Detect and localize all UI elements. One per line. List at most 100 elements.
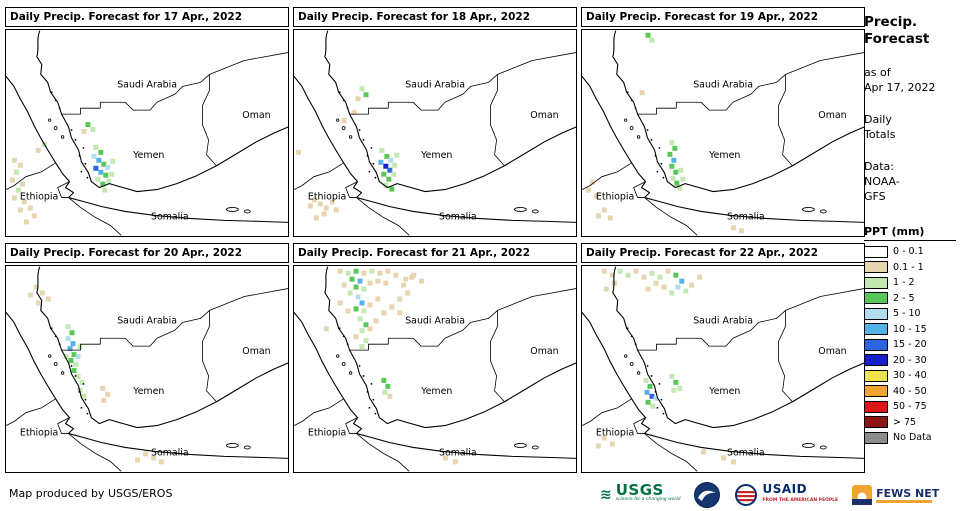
data-source-line3: GFS xyxy=(864,190,886,203)
map-frame: Saudi Arabia Oman Yemen Ethiopia Somalia xyxy=(293,265,577,473)
legend-label: 0.1 - 1 xyxy=(893,261,924,273)
map-label-oman: Oman xyxy=(530,110,558,121)
map-frame: Saudi Arabia Oman Yemen Ethiopia Somalia xyxy=(5,265,289,473)
legend-row: 40 - 50 xyxy=(864,384,964,400)
totals-block: Daily Totals xyxy=(864,112,964,142)
logo-strip: ≋ USGS science for a changing world xyxy=(600,481,939,509)
panel-title: Daily Precip. Forecast for 21 Apr., 2022 xyxy=(293,243,577,263)
legend-label: 50 - 75 xyxy=(893,401,927,413)
legend-label: 40 - 50 xyxy=(893,385,927,397)
map-label-saudi-arabia: Saudi Arabia xyxy=(693,79,753,90)
legend-row: > 75 xyxy=(864,415,964,431)
map-canvas: Saudi Arabia Oman Yemen Ethiopia Somalia xyxy=(294,30,576,236)
legend-row: 5 - 10 xyxy=(864,306,964,322)
legend-swatch xyxy=(864,276,888,289)
forecast-panel-2: Daily Precip. Forecast for 18 Apr., 2022… xyxy=(293,7,577,237)
forecast-panel-5: Daily Precip. Forecast for 21 Apr., 2022… xyxy=(293,243,577,473)
legend-row: 10 - 15 xyxy=(864,322,964,338)
legend-row: 30 - 40 xyxy=(864,368,964,384)
panel-title: Daily Precip. Forecast for 22 Apr., 2022 xyxy=(581,243,865,263)
map-canvas: Saudi Arabia Oman Yemen Ethiopia Somalia xyxy=(582,266,864,472)
legend-title: PPT (mm) xyxy=(864,225,956,241)
usgs-logo-text: USGS xyxy=(615,481,664,499)
sidebar: Precip. Forecast as of Apr 17, 2022 Dail… xyxy=(864,14,964,446)
map-label-yemen: Yemen xyxy=(132,386,164,397)
legend-label: 10 - 15 xyxy=(893,323,927,335)
legend-row: 20 - 30 xyxy=(864,353,964,369)
fewsnet-accent-bar xyxy=(876,499,933,503)
fewsnet-logo-text: FEWS NET xyxy=(876,486,940,500)
legend-row: 50 - 75 xyxy=(864,399,964,415)
legend-label: > 75 xyxy=(893,416,917,428)
map-label-ethiopia: Ethiopia xyxy=(596,192,634,203)
forecast-panel-4: Daily Precip. Forecast for 20 Apr., 2022… xyxy=(5,243,289,473)
map-label-yemen: Yemen xyxy=(708,386,740,397)
data-source-label: Data: xyxy=(864,160,894,173)
forecast-panel-6: Daily Precip. Forecast for 22 Apr., 2022… xyxy=(581,243,865,473)
legend-entries: 0 - 0.1 0.1 - 1 1 - 2 2 - 5 5 - 10 10 - 15 15 … xyxy=(864,244,964,446)
sidebar-title: Precip. Forecast xyxy=(864,14,964,48)
map-frame: Saudi Arabia Oman Yemen Ethiopia Somalia xyxy=(581,29,865,237)
panel-title: Daily Precip. Forecast for 20 Apr., 2022 xyxy=(5,243,289,263)
panel-title: Daily Precip. Forecast for 18 Apr., 2022 xyxy=(293,7,577,27)
legend-swatch xyxy=(864,354,888,367)
legend-label: 20 - 30 xyxy=(893,354,927,366)
map-credit: Map produced by USGS/EROS xyxy=(9,487,173,500)
usaid-logo: USAID FROM THE AMERICAN PEOPLE xyxy=(734,483,838,507)
legend-label: No Data xyxy=(893,432,932,444)
noaa-logo xyxy=(694,482,721,508)
data-source-line2: NOAA- xyxy=(864,175,900,188)
map-label-somalia: Somalia xyxy=(151,447,189,458)
maps-grid: Daily Precip. Forecast for 17 Apr., 2022… xyxy=(5,7,865,473)
map-frame: Saudi Arabia Oman Yemen Ethiopia Somalia xyxy=(581,265,865,473)
panel-title: Daily Precip. Forecast for 17 Apr., 2022 xyxy=(5,7,289,27)
legend-row: 15 - 20 xyxy=(864,337,964,353)
legend-label: 15 - 20 xyxy=(893,339,927,351)
as-of-label: as of xyxy=(864,66,891,79)
legend-swatch xyxy=(864,307,888,320)
sidebar-title-line1: Precip. xyxy=(864,14,918,30)
map-label-yemen: Yemen xyxy=(420,386,452,397)
legend-row: 0.1 - 1 xyxy=(864,260,964,276)
map-frame: Saudi Arabia Oman Yemen Ethiopia Somalia xyxy=(5,29,289,237)
map-label-somalia: Somalia xyxy=(727,447,765,458)
legend-row: 0 - 0.1 xyxy=(864,244,964,260)
map-label-somalia: Somalia xyxy=(439,211,477,222)
map-label-ethiopia: Ethiopia xyxy=(20,428,58,439)
legend-row: 2 - 5 xyxy=(864,291,964,307)
map-label-somalia: Somalia xyxy=(439,447,477,458)
map-label-ethiopia: Ethiopia xyxy=(596,428,634,439)
map-label-somalia: Somalia xyxy=(727,211,765,222)
map-label-yemen: Yemen xyxy=(708,150,740,161)
legend-row: 1 - 2 xyxy=(864,275,964,291)
as-of-block: as of Apr 17, 2022 xyxy=(864,65,964,95)
legend-label: 1 - 2 xyxy=(893,277,915,289)
legend-swatch xyxy=(864,385,888,398)
forecast-panel-3: Daily Precip. Forecast for 19 Apr., 2022… xyxy=(581,7,865,237)
map-label-yemen: Yemen xyxy=(132,150,164,161)
legend-swatch xyxy=(864,292,888,305)
map-label-saudi-arabia: Saudi Arabia xyxy=(117,315,177,326)
map-label-saudi-arabia: Saudi Arabia xyxy=(405,79,465,90)
forecast-panel-1: Daily Precip. Forecast for 17 Apr., 2022… xyxy=(5,7,289,237)
legend-swatch xyxy=(864,416,888,429)
noaa-seal-icon xyxy=(694,482,721,508)
legend-swatch xyxy=(864,431,888,444)
legend-label: 2 - 5 xyxy=(893,292,915,304)
legend-row: No Data xyxy=(864,430,964,446)
map-label-oman: Oman xyxy=(818,346,846,357)
map-label-saudi-arabia: Saudi Arabia xyxy=(405,315,465,326)
map-canvas: Saudi Arabia Oman Yemen Ethiopia Somalia xyxy=(294,266,576,472)
map-label-somalia: Somalia xyxy=(151,211,189,222)
data-source-block: Data: NOAA- GFS xyxy=(864,159,964,204)
totals-line2: Totals xyxy=(864,128,896,141)
map-label-ethiopia: Ethiopia xyxy=(308,192,346,203)
usaid-tagline: FROM THE AMERICAN PEOPLE xyxy=(762,498,839,503)
panel-title: Daily Precip. Forecast for 19 Apr., 2022 xyxy=(581,7,865,27)
legend-swatch xyxy=(864,400,888,413)
map-canvas: Saudi Arabia Oman Yemen Ethiopia Somalia xyxy=(582,30,864,236)
map-label-ethiopia: Ethiopia xyxy=(20,192,58,203)
legend-swatch xyxy=(864,323,888,336)
fewsnet-logo: FEWS NET xyxy=(852,485,939,505)
